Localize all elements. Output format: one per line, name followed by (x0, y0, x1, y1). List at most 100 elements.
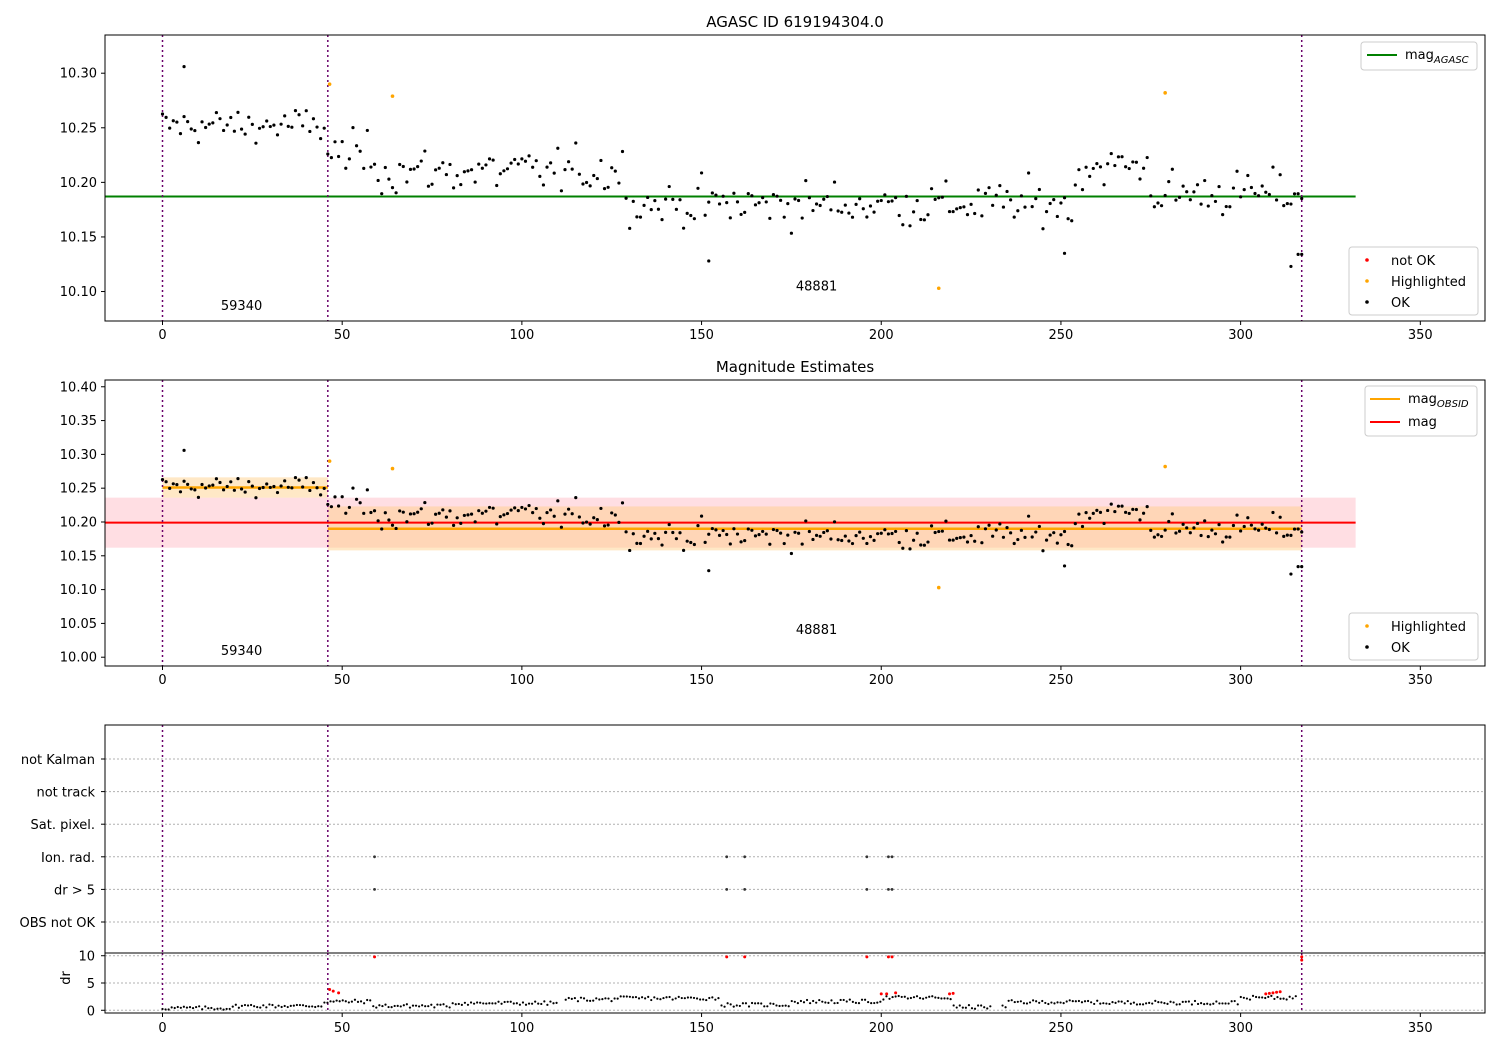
ok-point (326, 502, 330, 507)
dr-point (1074, 1000, 1077, 1003)
x-tick-label: 350 (1408, 328, 1433, 343)
ok-point (405, 520, 409, 524)
ok-point (915, 531, 919, 535)
dr-point (705, 998, 708, 1002)
dr-point (1276, 996, 1279, 999)
y-tick-label: 10.40 (60, 380, 97, 395)
ok-point (434, 512, 438, 516)
dr-point (677, 995, 680, 998)
ok-point (818, 203, 822, 208)
ok-point (362, 511, 366, 515)
dr-point (219, 1007, 222, 1010)
ok-point (1264, 526, 1268, 530)
highlighted-point (327, 459, 332, 463)
dr-point (1151, 1002, 1154, 1005)
ok-point (947, 538, 952, 542)
dr-point (344, 1000, 347, 1003)
dr-point (616, 997, 619, 1000)
ok-point (811, 208, 815, 213)
ok-point (1080, 188, 1085, 192)
ok-point (207, 484, 211, 488)
dr-point (1285, 998, 1288, 1001)
ok-point (1267, 192, 1271, 197)
dr-point (885, 995, 888, 998)
dr-point (922, 997, 925, 1000)
dr-point (720, 1004, 723, 1007)
ok-point (638, 541, 643, 546)
ok-point (247, 480, 251, 484)
dr-point (900, 995, 903, 999)
dr-flagged-point (1267, 991, 1271, 995)
dr-flagged-point (894, 991, 898, 995)
ok-point (628, 226, 632, 230)
ok-point (901, 546, 905, 550)
ok-point (793, 197, 797, 201)
ok-point (886, 532, 891, 536)
ok-point (904, 529, 909, 533)
ok-point (717, 202, 722, 206)
ok-point (200, 120, 204, 124)
dr-point (784, 1004, 787, 1007)
ok-point (883, 528, 887, 532)
dr-point (1187, 1000, 1190, 1003)
ok-point (559, 525, 564, 529)
ok-point (1088, 174, 1092, 178)
ok-point (1066, 542, 1070, 547)
dr-point (543, 1000, 546, 1003)
ok-point (351, 126, 355, 130)
dr-point (262, 1004, 265, 1007)
ok-point (581, 521, 585, 525)
dr-point (714, 998, 717, 1001)
ok-point (1203, 178, 1207, 183)
dr-point (1090, 1001, 1093, 1004)
dr-point (760, 1002, 763, 1005)
ok-point (796, 531, 801, 535)
dr-point (1126, 999, 1129, 1003)
ok-point (807, 196, 811, 200)
ok-point (1001, 535, 1006, 539)
ok-point (1120, 155, 1124, 159)
ok-point (858, 197, 862, 201)
dr-point (356, 1000, 360, 1003)
ok-point (786, 201, 790, 206)
ok-point (1289, 533, 1293, 538)
x-tick-label: 100 (509, 673, 534, 688)
ok-point (926, 213, 930, 217)
ok-point (171, 119, 175, 123)
ok-point (1282, 534, 1286, 538)
ok-point (994, 193, 998, 197)
ok-point (1274, 531, 1279, 535)
dr-point (879, 1000, 882, 1003)
ok-point (958, 536, 962, 540)
ok-point (1026, 171, 1031, 175)
dr-point (1117, 1000, 1120, 1003)
ok-point (444, 172, 449, 177)
ok-point (865, 541, 869, 546)
dr-point (308, 1005, 311, 1008)
ok-point (1055, 541, 1059, 545)
dr-point (601, 998, 604, 1001)
ok-point (505, 167, 510, 171)
dr-point (207, 1007, 210, 1010)
flag-point (725, 888, 729, 891)
ok-point (232, 488, 236, 492)
ok-point (423, 149, 427, 153)
dr-point (799, 999, 803, 1003)
dr-point (1028, 1001, 1032, 1004)
ok-point (261, 485, 265, 490)
ok-point (811, 537, 815, 542)
dr-point (692, 996, 696, 1000)
ok-point (1077, 168, 1081, 172)
ok-point (779, 198, 783, 202)
ok-point (973, 539, 977, 543)
dr-point (815, 1001, 818, 1004)
ok-point (1141, 166, 1146, 170)
y-tick-label: 10.00 (60, 651, 97, 666)
x-tick-label: 250 (1049, 328, 1074, 343)
ok-point (319, 136, 323, 141)
dr-point (1056, 1001, 1059, 1004)
dr-point (436, 1003, 439, 1006)
dr-point (317, 1005, 320, 1008)
dr-point (430, 1003, 433, 1006)
ok-point (1073, 522, 1077, 526)
